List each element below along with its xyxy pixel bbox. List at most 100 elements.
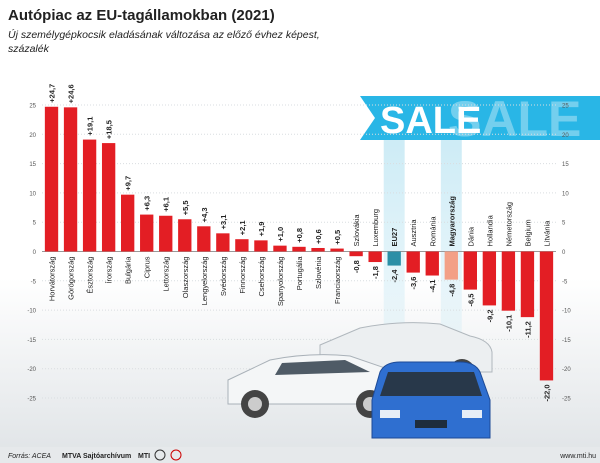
category-label: Finnország [238,257,247,294]
value-label: -4,1 [428,280,437,293]
bar [406,251,420,273]
category-label: Románia [428,216,437,247]
category-label: Svédország [219,257,228,297]
bar [140,214,154,252]
category-label: Dánia [466,226,475,246]
bar [425,251,439,276]
y2-tick-label: -5 [562,279,568,285]
category-label: Lengyelország [200,257,209,306]
y2-tick-label: 25 [562,104,569,110]
y2-tick-label: 0 [562,250,566,256]
value-label: -9,2 [485,309,494,322]
category-label: Olaszország [181,257,190,299]
agency: MTI [138,453,150,460]
bar [311,247,325,252]
y2-tick-label: 15 [562,162,569,168]
category-label: Belgium [523,219,532,246]
value-label: +2,1 [238,220,247,235]
bar [349,251,363,257]
category-label: Szlovákia [352,214,361,247]
y-tick-label: -10 [27,309,36,315]
category-label: Görögország [67,257,76,300]
y2-tick-label: 5 [562,221,566,227]
y-tick-label: -15 [27,338,36,344]
value-label: +6,1 [162,197,171,212]
category-label: Bulgária [124,256,133,284]
subtitle: százalék [8,43,50,55]
bar [44,106,59,252]
bar [368,251,382,263]
value-label: +1,0 [276,227,285,242]
value-label: +5,5 [181,200,190,215]
category-label: Horvátország [48,257,57,302]
bar [463,251,477,290]
category-label: Portugália [295,256,304,291]
value-label: -6,5 [466,294,475,307]
source: Forrás: ACEA [8,453,51,460]
category-label: Észtország [86,257,95,294]
value-label: -10,1 [504,315,513,332]
chart-title: Autópiac az EU-tagállamokban (2021) [8,7,275,24]
category-label: Szlovénia [314,256,323,289]
bar [63,107,78,252]
category-label: Ciprus [143,256,152,278]
subtitle: Új személygépkocsik eladásának változása… [8,28,320,41]
category-label: Magyarország [447,196,456,247]
category-label: Írország [105,257,114,284]
bar [216,233,230,252]
value-label: -22,0 [542,384,551,401]
category-label: Németország [504,202,513,247]
logo [154,449,166,461]
y2-tick-label: -10 [562,309,571,315]
value-label: +9,7 [124,176,133,191]
bar [330,248,344,252]
value-label: +24,7 [48,84,57,103]
bar [273,245,287,252]
sale-text-shadow: SALE [448,91,581,147]
bar [444,251,458,280]
y2-tick-label: -15 [562,338,571,344]
value-label: +3,1 [219,215,228,230]
y-tick-label: 20 [29,133,36,139]
y2-tick-label: -20 [562,367,571,373]
y-tick-label: -25 [27,397,36,403]
bar [235,239,249,252]
category-label: Spanyolország [276,257,285,307]
category-label: Lettország [162,257,171,292]
value-label: -2,4 [390,269,399,283]
y2-tick-label: 20 [562,133,569,139]
y2-tick-label: -25 [562,397,571,403]
value-label: +0,6 [314,229,323,244]
cars [227,322,493,439]
category-label: Ausztria [409,219,418,247]
value-label: +19,1 [86,117,95,136]
bar [121,194,135,252]
logo [170,449,182,461]
website: www.mti.hu [559,453,596,460]
value-label: +1,9 [257,222,266,237]
value-label: +18,5 [105,120,114,139]
value-label: +4,3 [200,207,209,222]
bar [482,251,497,306]
y-tick-label: 10 [29,191,36,197]
bar [101,143,116,252]
value-label: +0,5 [333,230,342,245]
footer-bar [0,447,600,463]
value-label: +0,8 [295,228,304,243]
category-label: Hollandia [485,214,494,246]
bar [159,215,173,252]
y-tick-label: -5 [31,279,37,285]
value-label: -0,8 [352,260,361,273]
value-label: +6,3 [143,196,152,211]
bar [197,226,211,252]
value-label: -1,8 [371,266,380,279]
category-label: Luxemburg [371,209,380,247]
sale-text: SALE [380,100,481,142]
bar [292,246,306,252]
y2-tick-label: 10 [562,191,569,197]
archive: MTVA Sajtóarchívum [62,453,131,460]
y-tick-label: 25 [29,104,36,110]
plot: 25 25 20 20 15 15 10 10 5 5 0 0 -5 -5 -10 -10 -15 -15 -20 -… [27,84,571,403]
bar [178,219,192,252]
